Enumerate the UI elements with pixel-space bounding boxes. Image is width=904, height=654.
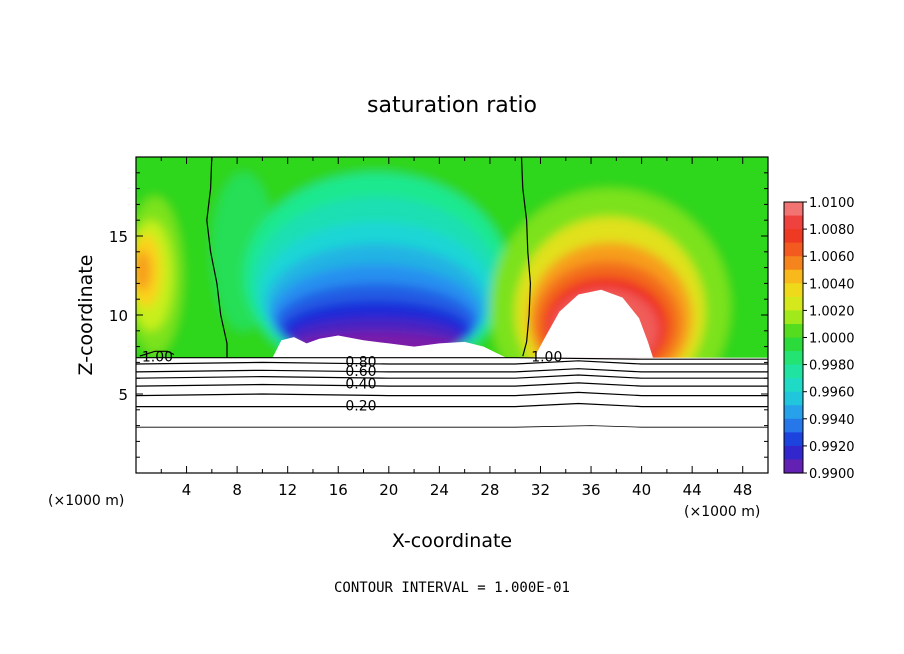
x-tick-label-10: 44: [683, 481, 702, 499]
colorbar-label-1: 1.0080: [809, 223, 855, 238]
y-tick-label-0: 5: [118, 386, 128, 404]
colorbar-segment-9: [784, 323, 803, 339]
colorbar-segment-13: [784, 378, 803, 393]
colorbar-segment-18: [784, 445, 803, 461]
contour-label-5: 0.20: [345, 399, 376, 415]
x-tick-label-11: 48: [733, 481, 752, 499]
colorbar-segment-12: [784, 364, 803, 379]
colorbar-segment-15: [784, 405, 803, 420]
contour-label-4: 0.40: [345, 377, 376, 393]
y-tick-label-2: 15: [109, 228, 128, 246]
colorbar-label-5: 1.0000: [809, 332, 855, 347]
field-blob-14: [136, 250, 152, 292]
contour-line-3: [136, 357, 768, 360]
colorbar-segment-2: [784, 229, 803, 244]
contour-line-7: [136, 382, 768, 387]
plot-area: 1.00 1.00 0.800.600.40 0.20: [135, 156, 769, 474]
contour-line-6: [136, 374, 768, 379]
contour-label-2: 0.80: [345, 354, 376, 370]
x-tick-label-7: 32: [531, 481, 550, 499]
x-axis-label: X-coordinate: [392, 530, 512, 552]
colorbar-segment-3: [784, 242, 803, 257]
colorbar-segment-5: [784, 269, 803, 284]
colorbar-segment-16: [784, 418, 803, 433]
colorbar-label-0: 1.0100: [809, 196, 855, 211]
x-tick-label-0: 4: [182, 481, 192, 499]
x-tick-label-1: 8: [232, 481, 242, 499]
chart-title: saturation ratio: [367, 93, 537, 118]
colorbar-segment-7: [784, 296, 803, 311]
contour-line-8: [136, 391, 768, 397]
x-tick-label-9: 40: [632, 481, 651, 499]
contour-label-0: 1.00: [142, 350, 173, 366]
x-axis-unit-left: (×1000 m): [48, 493, 124, 509]
x-tick-label-2: 12: [278, 481, 297, 499]
x-axis-unit-right: (×1000 m): [684, 504, 760, 520]
colorbar-label-4: 1.0020: [809, 304, 855, 319]
y-tick-label-1: 10: [109, 307, 128, 325]
x-axis-ticks: 4 8 12 16 20 24 28 32 36 40 44 48: [160, 157, 752, 499]
x-tick-label-5: 24: [430, 481, 449, 499]
colorbar-segment-14: [784, 391, 803, 406]
y-axis-ticks: 5 10 15: [109, 172, 768, 458]
subsurface-region: [136, 357, 768, 473]
white-region-0: [272, 335, 507, 358]
colorbar-label-8: 0.9940: [809, 413, 855, 428]
x-tick-label-4: 20: [379, 481, 398, 499]
contour-line-9: [136, 402, 768, 408]
colorbar-label-9: 0.9920: [809, 440, 855, 455]
colorbar-segment-1: [784, 215, 803, 230]
contour-lines: [136, 157, 768, 428]
contour-labels: 1.00 1.00 0.800.600.40 0.20: [142, 350, 562, 415]
colorbar-segment-6: [784, 283, 803, 298]
colorbar: 1.0100 1.0080 1.0060 1.0040 1.0020 1.0000 0.99…: [783, 196, 855, 482]
contour-line-5: [136, 368, 768, 373]
contour-line-2: [139, 350, 175, 357]
colorbar-label-10: 0.9900: [809, 467, 855, 482]
white-region-1: [534, 289, 653, 358]
contour-label-3: 0.60: [345, 364, 376, 380]
contour-label-1: 1.00: [531, 350, 562, 366]
colorbar-label-3: 1.0040: [809, 277, 855, 292]
x-tick-label-8: 36: [581, 481, 600, 499]
colorbar-label-6: 0.9980: [809, 359, 855, 374]
colorbar-segment-17: [784, 432, 803, 447]
contour-interval-note: CONTOUR INTERVAL = 1.000E-01: [334, 580, 570, 596]
x-tick-label-6: 28: [480, 481, 499, 499]
contour-line-0: [206, 157, 228, 358]
x-tick-label-3: 16: [329, 481, 348, 499]
contour-line-4: [136, 360, 768, 365]
colorbar-segment-10: [784, 337, 803, 352]
colorbar-segment-0: [784, 202, 803, 217]
colorbar-label-2: 1.0060: [809, 250, 855, 265]
contour-line-1: [520, 157, 532, 357]
colorbar-label-7: 0.9960: [809, 386, 855, 401]
y-axis-label: Z-coordinate: [75, 255, 97, 376]
saturation-field: [136, 157, 768, 473]
colorbar-segment-4: [784, 256, 803, 271]
colorbar-segment-19: [784, 459, 803, 474]
colorbar-segment-11: [784, 351, 803, 366]
contour-line-10: [136, 425, 768, 428]
colorbar-segment-8: [784, 310, 803, 325]
